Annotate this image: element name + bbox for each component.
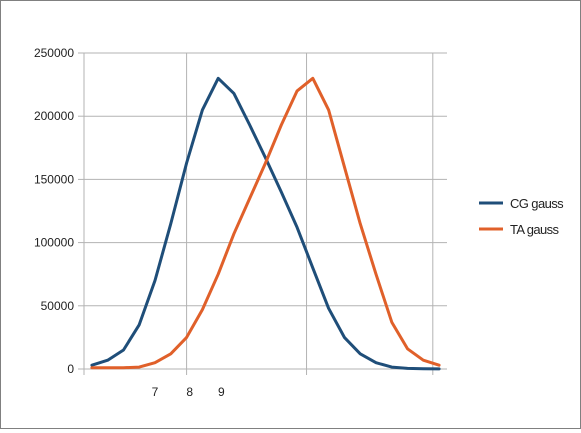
- y-tick-label: 50000: [41, 299, 75, 313]
- legend-label: TA gauss: [510, 222, 560, 237]
- series-line-cg-gauss: [90, 76, 441, 371]
- y-axis-tick-labels: 0 50000 100000 150000 200000 250000: [34, 46, 74, 376]
- x-tick-label: 8: [186, 385, 193, 399]
- y-tick-label: 200000: [34, 109, 74, 123]
- y-tick-label: 100000: [34, 236, 74, 250]
- x-tick-label: 7: [152, 385, 159, 399]
- legend-label: CG gauss: [510, 196, 564, 211]
- axes: [78, 52, 447, 375]
- gridlines: [84, 52, 447, 369]
- x-tick-label: 9: [218, 385, 225, 399]
- y-tick-label: 150000: [34, 172, 74, 186]
- series-lines: [90, 76, 441, 371]
- legend: CG gauss TA gauss: [479, 196, 565, 237]
- y-tick-label: 0: [67, 362, 74, 376]
- series-line-ta-gauss: [90, 76, 441, 370]
- x-axis-tick-labels: 7 8 9: [152, 385, 225, 399]
- y-tick-label: 250000: [34, 46, 74, 60]
